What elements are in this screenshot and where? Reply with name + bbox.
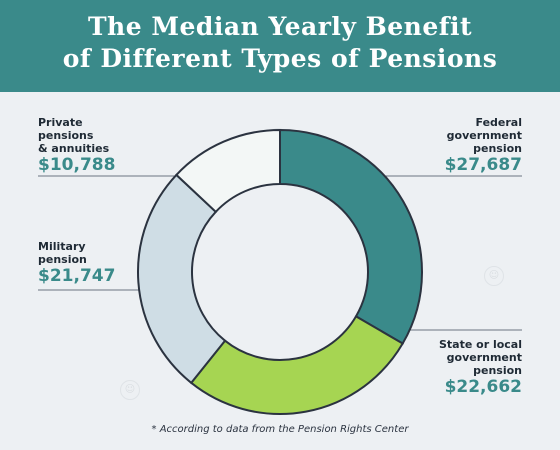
federal-label: Federal government pension — [400, 116, 522, 155]
decorative-icon: ☺ — [484, 266, 504, 286]
private-label-line-3: & annuities — [38, 142, 110, 155]
private-label-line-1: Private — [38, 116, 83, 129]
slice-military — [137, 173, 227, 385]
state-local-label-line-2: government — [446, 351, 522, 364]
title-line-2: of Different Types of Pensions — [62, 44, 498, 73]
military-label-line-2: pension — [38, 253, 87, 266]
federal-label-line-3: pension — [473, 142, 522, 155]
decorative-icon: ☺ — [120, 380, 140, 400]
federal-label-line-2: government — [446, 129, 522, 142]
state-local-label-line-3: pension — [473, 364, 522, 377]
private-value: $10,788 — [38, 155, 116, 175]
donut-slices — [137, 128, 423, 415]
private-label-line-2: pensions — [38, 129, 94, 142]
state-local-label-line-1: State or local — [438, 338, 522, 351]
military-label-line-1: Military — [38, 240, 86, 253]
federal-value: $27,687 — [444, 155, 522, 175]
slice-federal — [279, 128, 423, 345]
federal-label-line-1: Federal — [475, 116, 522, 129]
state-local-value: $22,662 — [444, 377, 522, 397]
military-label: Military pension — [38, 240, 158, 266]
title-line-1: The Median Yearly Benefit — [87, 12, 473, 41]
slice-state-local — [189, 314, 405, 415]
title-banner: The Median Yearly Benefit of Different T… — [0, 0, 560, 92]
slice-private — [174, 128, 281, 214]
leader-line-state-local — [391, 329, 522, 339]
footnote: * According to data from the Pension Rig… — [151, 424, 409, 435]
military-value: $21,747 — [38, 266, 116, 286]
private-label: Private pensions & annuities — [38, 116, 158, 155]
state-local-label: State or local government pension — [400, 338, 522, 377]
